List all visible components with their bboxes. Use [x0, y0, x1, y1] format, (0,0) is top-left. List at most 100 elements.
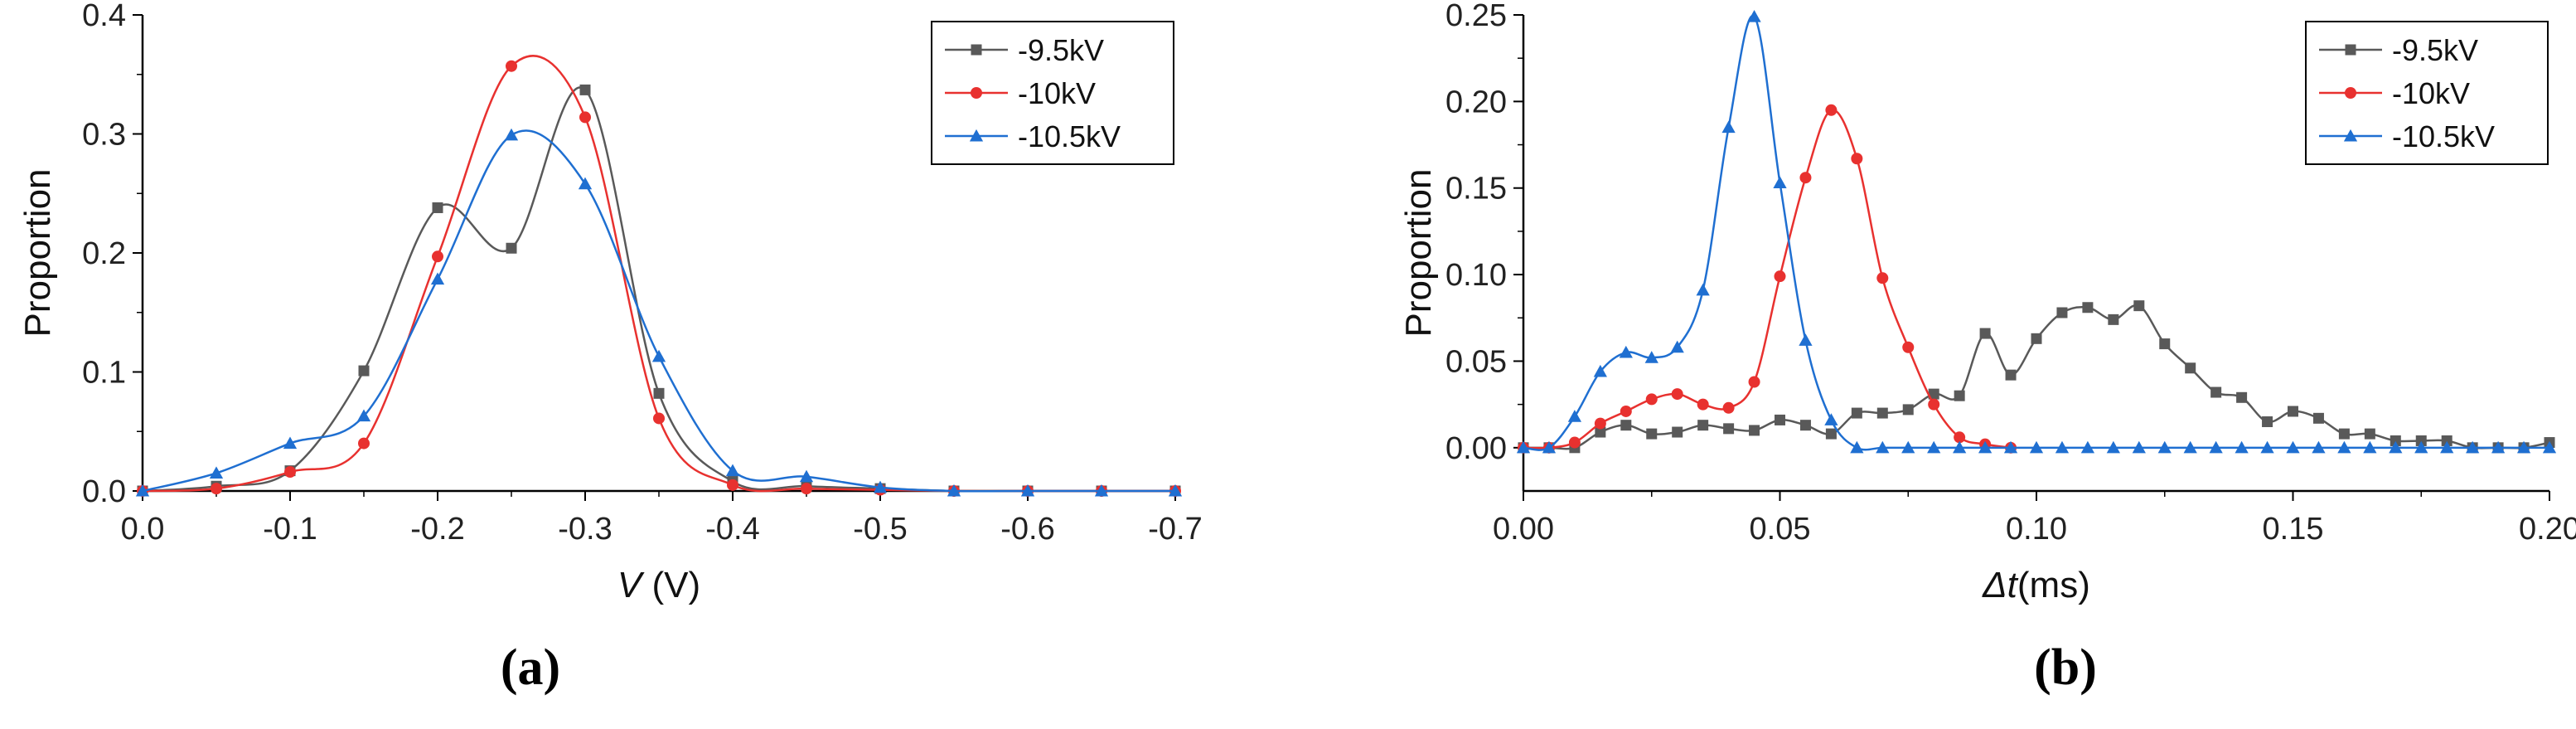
data-point [358, 365, 370, 377]
y-axis-label: Proportion [17, 168, 58, 337]
data-point [1697, 420, 1709, 431]
x-tick-label: 0.15 [2263, 512, 2324, 547]
x-tick-label: -0.1 [263, 512, 317, 547]
x-axis-label-variable: V [617, 565, 645, 605]
data-point [2415, 435, 2427, 446]
x-tick-label: -0.6 [1000, 512, 1054, 547]
legend-marker [969, 129, 984, 142]
panel-label-text: (a) [501, 639, 560, 696]
data-point [1953, 440, 1967, 454]
data-point [1876, 272, 1889, 284]
data-point [1620, 420, 1632, 431]
data-point [1775, 414, 1785, 425]
data-point [358, 437, 370, 450]
legend-marker [2343, 129, 2358, 142]
legend-marker [2345, 87, 2356, 99]
data-point [1774, 270, 1786, 283]
data-point [1645, 393, 1658, 406]
data-point [1670, 340, 1684, 353]
data-point [211, 483, 222, 495]
data-point [2288, 406, 2298, 417]
data-point [1568, 436, 1581, 449]
data-point [1696, 283, 1710, 296]
x-axis-label: V (V) [617, 565, 700, 605]
legend-marker [971, 44, 982, 56]
y-tick-label: 0.10 [1445, 258, 1507, 293]
x-tick-label: -0.2 [410, 512, 464, 547]
y-tick-label: 0.15 [1445, 172, 1507, 207]
x-tick-label: 0.20 [2519, 512, 2576, 547]
data-point [1851, 153, 1863, 165]
series--10kV [1518, 104, 2017, 454]
data-point [1850, 440, 1864, 454]
y-tick-label: 0.0 [82, 474, 126, 509]
data-point [2210, 386, 2222, 398]
data-point [2466, 440, 2480, 454]
data-point [2056, 307, 2068, 318]
data-point [2132, 440, 2146, 454]
data-point [579, 111, 591, 124]
data-point [1697, 398, 1709, 411]
legend-entry: -10kV [2392, 76, 2470, 110]
data-point [801, 483, 812, 495]
legend-entry: -10.5kV [1018, 119, 1121, 153]
data-point [1672, 426, 1683, 438]
data-point [2209, 440, 2223, 454]
data-point [2108, 313, 2119, 325]
chart-panel-b: 0.00 0.05 0.10 0.15 0.20 0.00 0.05 0.10 0.15 0.20… [1398, 0, 2576, 696]
data-point [1620, 405, 1632, 417]
data-point [2106, 440, 2120, 454]
x-axis-label: Δt(ms) [1982, 565, 2090, 605]
data-point [2236, 391, 2248, 403]
data-point [2055, 440, 2070, 454]
data-point [1927, 440, 1941, 454]
data-point [1749, 425, 1760, 436]
data-point [1723, 423, 1735, 435]
data-point [1646, 428, 1658, 440]
data-point [1671, 388, 1683, 401]
data-point [947, 484, 961, 497]
data-point [1799, 333, 1813, 346]
data-point [2133, 300, 2145, 312]
legend-entry: -9.5kV [1018, 33, 1104, 67]
data-point [1748, 376, 1760, 388]
data-point [727, 479, 738, 491]
series--10.5kV [135, 128, 1183, 497]
x-ticks: 0.00 0.05 0.10 0.15 0.20 [1493, 491, 2576, 547]
series-line [142, 129, 1175, 493]
panel-label-text: (b) [2034, 639, 2097, 696]
x-axis-label-unit: (V) [642, 565, 700, 605]
data-point [1928, 388, 1939, 400]
x-tick-label: -0.3 [558, 512, 612, 547]
data-point [2286, 440, 2300, 454]
data-point [1825, 428, 1837, 440]
x-axis-label-variable: Δt [1982, 565, 2019, 605]
data-point [2491, 440, 2506, 454]
data-point [2312, 440, 2326, 454]
data-point [2440, 440, 2454, 454]
data-point [651, 349, 666, 362]
data-point [2363, 440, 2377, 454]
data-point [2080, 440, 2095, 454]
data-point [1722, 401, 1735, 414]
data-point [1876, 440, 1890, 454]
data-point [1567, 410, 1582, 422]
data-point [653, 387, 665, 399]
data-point [2159, 338, 2171, 350]
data-point [725, 464, 740, 477]
data-point [506, 242, 517, 254]
data-point [2029, 440, 2044, 454]
data-point [2185, 362, 2196, 374]
data-point [284, 466, 296, 479]
data-point [1824, 413, 1838, 425]
data-point [1979, 328, 1991, 339]
data-point [1954, 390, 1965, 401]
data-point [2390, 435, 2401, 446]
data-point [1902, 341, 1915, 353]
data-point [1747, 9, 1761, 22]
x-ticks: 0.0 -0.1 -0.2 -0.3 -0.4 -0.5 -0.6 -0.7 [121, 491, 1203, 547]
y-tick-label: 0.3 [82, 118, 126, 153]
legend-entry: -10.5kV [2392, 119, 2495, 153]
legend-marker [2345, 44, 2356, 56]
x-tick-label: 0.0 [121, 512, 165, 547]
